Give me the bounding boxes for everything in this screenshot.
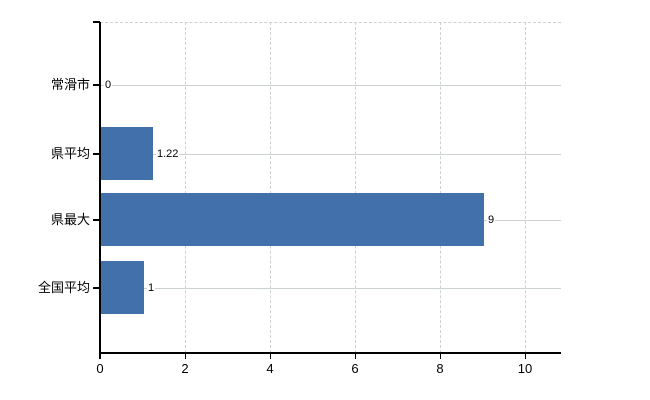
- y-axis-tick: [93, 21, 100, 23]
- value-label: 0: [104, 78, 113, 92]
- x-tick: [440, 353, 441, 359]
- v-gridline: [525, 22, 526, 353]
- y-axis-tick: [93, 153, 100, 155]
- value-label: 1.22: [156, 147, 180, 161]
- x-tick-label: 4: [266, 361, 274, 376]
- value-label: 9: [487, 213, 496, 227]
- bar: [101, 193, 484, 246]
- y-axis: [99, 22, 101, 359]
- x-tick: [525, 353, 526, 359]
- v-gridline: [355, 22, 356, 353]
- bar: [101, 261, 144, 314]
- plot-top-border: [100, 22, 561, 23]
- x-tick-label: 6: [351, 361, 359, 376]
- x-tick: [355, 353, 356, 359]
- y-axis-tick: [93, 219, 100, 221]
- v-gridline: [185, 22, 186, 353]
- x-tick-label: 8: [436, 361, 444, 376]
- x-tick-label: 10: [517, 361, 533, 376]
- y-axis-tick: [93, 84, 100, 86]
- x-axis: [99, 352, 561, 354]
- y-axis-tick: [93, 287, 100, 289]
- h-gridline: [100, 154, 561, 155]
- category-label: 常滑市: [50, 77, 90, 92]
- x-tick: [270, 353, 271, 359]
- h-gridline: [100, 288, 561, 289]
- x-tick-label: 0: [96, 361, 104, 376]
- category-label: 全国平均: [37, 280, 90, 295]
- x-tick: [185, 353, 186, 359]
- v-gridline: [270, 22, 271, 353]
- x-tick-label: 2: [181, 361, 189, 376]
- bar: [101, 127, 153, 180]
- category-label: 県平均: [50, 146, 90, 161]
- h-gridline: [100, 85, 561, 86]
- v-gridline: [440, 22, 441, 353]
- value-label: 1: [147, 281, 156, 295]
- category-label: 県最大: [50, 212, 90, 227]
